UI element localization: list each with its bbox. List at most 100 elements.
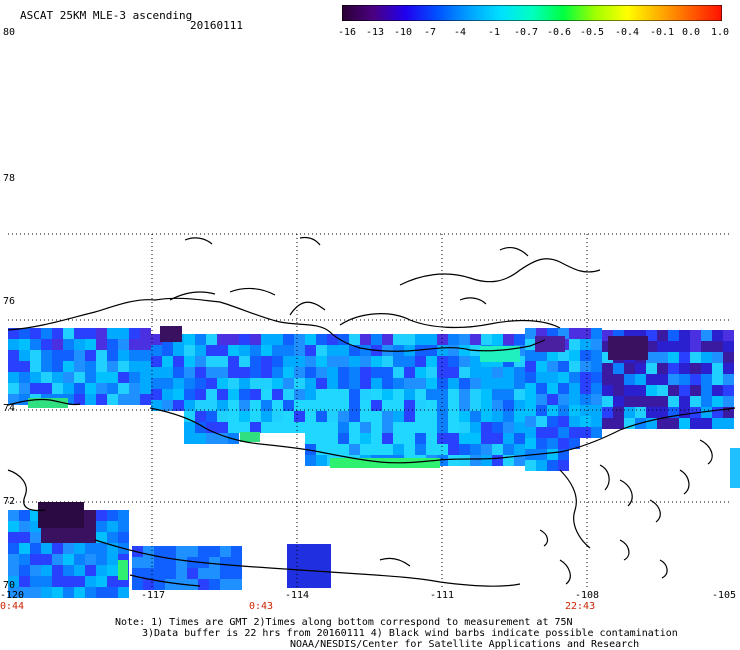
color-scale-label: -0.7 bbox=[514, 27, 539, 38]
swath-cell bbox=[613, 418, 624, 429]
swath-cell bbox=[316, 422, 327, 433]
swath-cell bbox=[613, 330, 624, 341]
swath-cell bbox=[569, 339, 580, 350]
swath-cell bbox=[165, 557, 176, 568]
swath-cell bbox=[690, 418, 701, 429]
swath-cell bbox=[459, 334, 470, 345]
swath-cell bbox=[712, 352, 723, 363]
swath-cell bbox=[239, 400, 250, 411]
swath-cell bbox=[481, 389, 492, 400]
swath-cell bbox=[165, 568, 176, 579]
swath-cell bbox=[176, 546, 187, 557]
swath-cell bbox=[143, 568, 154, 579]
product-title: ASCAT 25KM MLE-3 ascending bbox=[20, 9, 193, 22]
swath-cell bbox=[404, 334, 415, 345]
swath-cell bbox=[580, 383, 591, 394]
swath-cell bbox=[360, 367, 371, 378]
swath-cell bbox=[547, 416, 558, 427]
swath-cell bbox=[272, 400, 283, 411]
swath-cell bbox=[198, 579, 209, 590]
swath-cell bbox=[646, 352, 657, 363]
swath-cell bbox=[19, 543, 30, 554]
swath-cell bbox=[129, 350, 140, 361]
swath-cell bbox=[85, 350, 96, 361]
swath-cell bbox=[404, 422, 415, 433]
swath-cell bbox=[459, 378, 470, 389]
swath-cell bbox=[41, 339, 52, 350]
swath-cell bbox=[459, 411, 470, 422]
swath-cell bbox=[176, 557, 187, 568]
swath-cell bbox=[228, 345, 239, 356]
swath-cell bbox=[294, 356, 305, 367]
swath-cell bbox=[558, 405, 569, 416]
swath-cell bbox=[8, 328, 19, 339]
swath-cell bbox=[63, 350, 74, 361]
swath-cell bbox=[635, 330, 646, 341]
swath-cell bbox=[723, 418, 734, 429]
swath-cell bbox=[360, 356, 371, 367]
swath-cell bbox=[535, 336, 565, 352]
swath-cell bbox=[338, 367, 349, 378]
swath-cell bbox=[503, 411, 514, 422]
swath-cell bbox=[448, 422, 459, 433]
swath-cell bbox=[657, 330, 668, 341]
swath-cell bbox=[96, 383, 107, 394]
swath-cell bbox=[393, 422, 404, 433]
swath-cell bbox=[371, 356, 382, 367]
swath-cell bbox=[481, 334, 492, 345]
swath-cell bbox=[492, 455, 503, 466]
color-scale-label: -1 bbox=[488, 27, 501, 38]
swath-cell bbox=[217, 367, 228, 378]
swath-cell bbox=[349, 411, 360, 422]
swath-cell bbox=[63, 587, 74, 598]
swath-cell bbox=[8, 361, 19, 372]
swath-cell bbox=[624, 363, 635, 374]
swath-cell bbox=[371, 411, 382, 422]
swath-cell bbox=[668, 385, 679, 396]
swath-cell bbox=[85, 576, 96, 587]
swath-cell bbox=[294, 411, 305, 422]
swath-cell bbox=[338, 422, 349, 433]
swath-cell bbox=[19, 587, 30, 598]
swath-cell bbox=[206, 422, 217, 433]
swath-cell bbox=[52, 565, 63, 576]
color-scale-label: -0.1 bbox=[650, 27, 675, 38]
swath-cell bbox=[371, 422, 382, 433]
swath-cell bbox=[316, 345, 327, 356]
swath-cell bbox=[240, 432, 260, 442]
swath-cell bbox=[52, 587, 63, 598]
swath-cell bbox=[118, 554, 129, 565]
swath-cell bbox=[426, 378, 437, 389]
swath-cell bbox=[602, 330, 613, 341]
swath-cell bbox=[327, 389, 338, 400]
swath-cell bbox=[184, 400, 195, 411]
swath-cell bbox=[41, 554, 52, 565]
swath-cell bbox=[52, 328, 63, 339]
swath-cell bbox=[514, 455, 525, 466]
swath-cell bbox=[217, 345, 228, 356]
lon-label-105: -105 bbox=[712, 590, 737, 601]
swath-cell bbox=[536, 438, 547, 449]
swath-cell bbox=[19, 394, 30, 405]
swath-cell bbox=[349, 400, 360, 411]
swath-cell bbox=[118, 587, 129, 598]
swath-cell bbox=[63, 543, 74, 554]
swath-cell bbox=[217, 411, 228, 422]
swath-cell bbox=[118, 339, 129, 350]
swath-cell bbox=[558, 361, 569, 372]
swath-cell bbox=[536, 361, 547, 372]
swath-cell bbox=[184, 378, 195, 389]
swath-cell bbox=[8, 394, 19, 405]
swath-cell bbox=[580, 361, 591, 372]
swath-cell bbox=[96, 350, 107, 361]
swath-cell bbox=[287, 566, 298, 577]
swath-cell bbox=[404, 356, 415, 367]
swath-cell bbox=[220, 546, 231, 557]
backscatter-swath bbox=[8, 326, 740, 598]
swath-cell bbox=[52, 372, 63, 383]
coastline bbox=[7, 236, 736, 587]
swath-cell bbox=[679, 374, 690, 385]
swath-cell bbox=[723, 352, 734, 363]
swath-cell bbox=[481, 400, 492, 411]
swath-cell bbox=[305, 400, 316, 411]
